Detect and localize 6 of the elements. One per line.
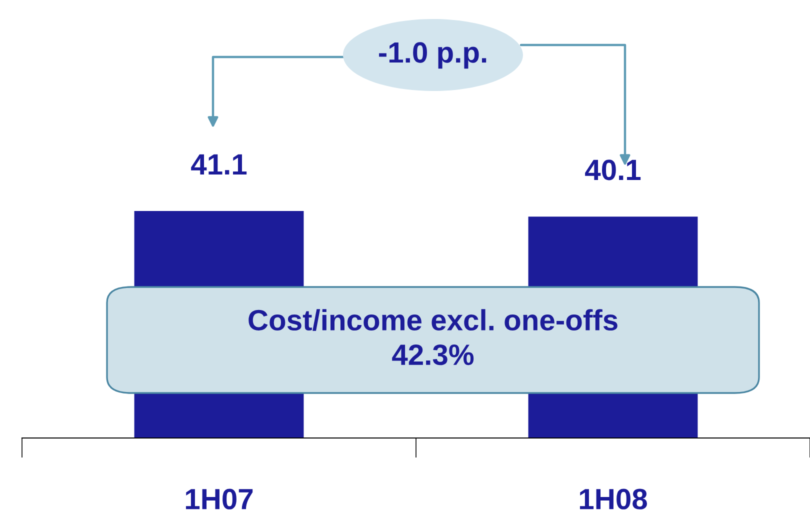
data-label: 40.1 [585,160,641,180]
x-tick-label: 1H07 [186,488,253,510]
data-label: 41.1 [191,154,247,174]
text: -1.0 p.p. [379,42,486,69]
x-tick-label: 1H08 [580,488,647,510]
annotation: Cost/income excl. one-offs 42.3% [248,309,618,366]
